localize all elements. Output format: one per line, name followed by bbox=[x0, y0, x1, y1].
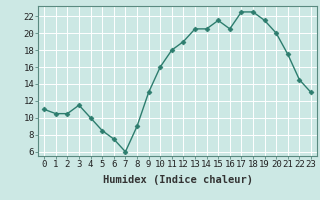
X-axis label: Humidex (Indice chaleur): Humidex (Indice chaleur) bbox=[103, 175, 252, 185]
